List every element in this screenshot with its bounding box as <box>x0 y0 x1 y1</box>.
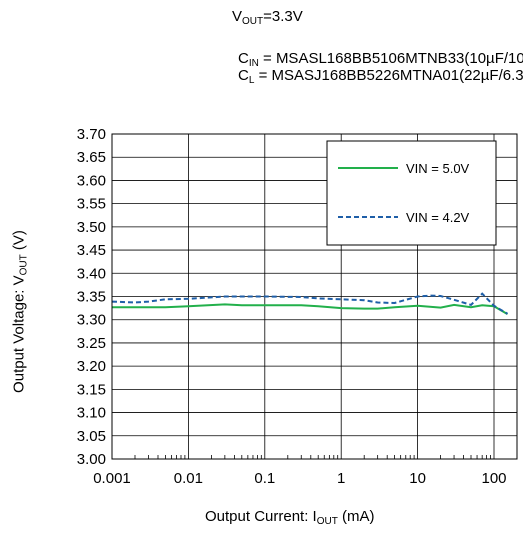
y-tick-label: 3.30 <box>77 312 106 329</box>
load-capacitor-condition: CL = MSASJ168BB5226MTNA01(22µF/6.3V) <box>238 67 523 86</box>
y-tick-label: 3.35 <box>77 289 106 306</box>
y-tick-label: 3.70 <box>77 126 106 143</box>
x-tick-label: 10 <box>409 470 426 487</box>
y-tick-label: 3.05 <box>77 428 106 445</box>
output-voltage-condition: VOUT=3.3V <box>232 8 303 27</box>
plot-frame <box>111 133 518 460</box>
series-lines <box>111 292 509 315</box>
x-axis-label: Output Current: IOUT (mA) <box>205 508 375 527</box>
legend: VIN = 5.0V VIN = 4.2V <box>326 140 497 246</box>
x-tick-label: 0.01 <box>174 470 203 487</box>
legend-label: VIN = 4.2V <box>406 210 470 225</box>
y-tick-label: 3.10 <box>77 405 106 422</box>
legend-label: VIN = 5.0V <box>406 161 470 176</box>
y-tick-label: 3.20 <box>77 358 106 375</box>
y-tick-label: 3.50 <box>77 219 106 236</box>
y-tick-label: 3.60 <box>77 172 106 189</box>
series-line <box>112 303 509 315</box>
tick-labels: 3.00 3.05 3.10 3.15 3.20 3.25 3.30 3.35 3.40 3.45… <box>77 126 507 487</box>
x-tick-label: 100 <box>481 470 506 487</box>
minor-ticks <box>134 455 491 459</box>
y-tick-label: 3.65 <box>77 149 106 166</box>
y-tick-label: 3.00 <box>77 451 106 468</box>
x-tick-label: 0.1 <box>254 470 275 487</box>
x-tick-label: 1 <box>337 470 345 487</box>
y-axis-label: Output Voltage: VOUT (V) <box>10 230 30 393</box>
legend-box <box>326 140 497 246</box>
y-tick-label: 3.25 <box>77 335 106 352</box>
y-tick-label: 3.45 <box>77 242 106 259</box>
y-tick-label: 3.55 <box>77 196 106 213</box>
series-line <box>111 292 509 315</box>
x-tick-label: 0.001 <box>93 470 131 487</box>
input-capacitor-condition: CIN = MSASL168BB5106MTNB33(10µF/10V) <box>238 50 523 69</box>
y-tick-label: 3.15 <box>77 381 106 398</box>
y-tick-label: 3.40 <box>77 265 106 282</box>
